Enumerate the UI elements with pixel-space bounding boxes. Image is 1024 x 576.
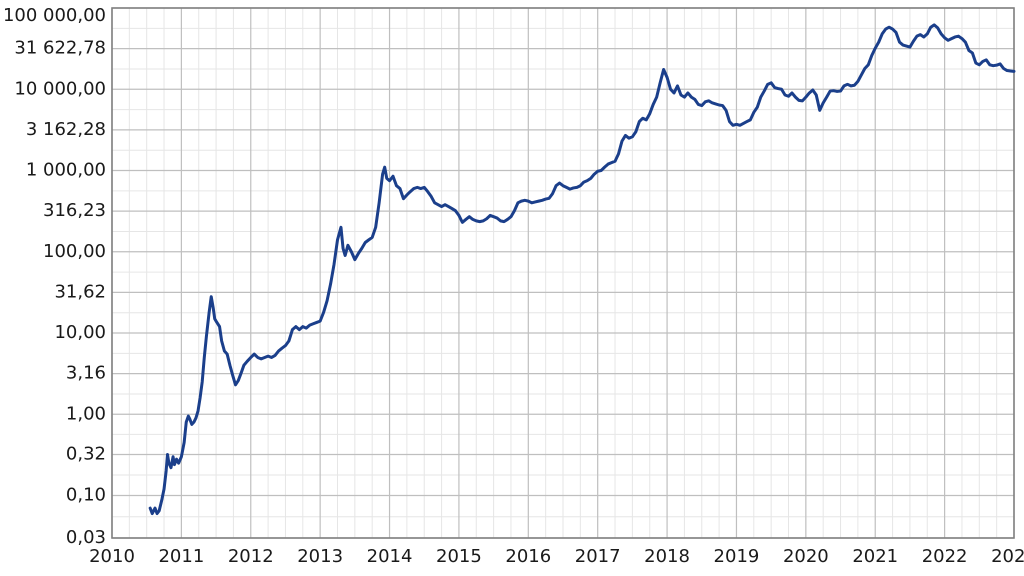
y-tick-label: 100 000,00 bbox=[3, 5, 106, 26]
y-tick-label: 0,32 bbox=[66, 443, 106, 464]
x-tick-label: 2014 bbox=[367, 546, 413, 567]
y-tick-label: 10 000,00 bbox=[14, 78, 106, 99]
x-tick-label: 2013 bbox=[297, 546, 343, 567]
x-tick-label: 2020 bbox=[783, 546, 829, 567]
x-tick-label: 2015 bbox=[436, 546, 482, 567]
x-tick-label: 2023 bbox=[991, 546, 1024, 567]
price-log-chart: 0,03 0,10 0,32 1,00 3,16 10,00 31,62 100,00 316,… bbox=[0, 0, 1024, 576]
x-tick-label: 2018 bbox=[644, 546, 690, 567]
x-tick-label: 2016 bbox=[505, 546, 551, 567]
y-tick-label: 100,00 bbox=[43, 241, 106, 262]
y-tick-label: 1,00 bbox=[66, 403, 106, 424]
y-tick-label: 0,10 bbox=[66, 485, 106, 506]
x-tick-label: 2017 bbox=[575, 546, 621, 567]
x-tick-label: 2022 bbox=[922, 546, 968, 567]
y-tick-label: 1 000,00 bbox=[26, 160, 106, 181]
x-tick-label: 2021 bbox=[852, 546, 898, 567]
y-tick-label: 316,23 bbox=[43, 200, 106, 221]
y-tick-label: 31,62 bbox=[54, 281, 106, 302]
y-tick-label: 3,16 bbox=[66, 363, 106, 384]
x-tick-label: 2012 bbox=[228, 546, 274, 567]
y-tick-label: 0,03 bbox=[66, 527, 106, 548]
y-tick-label: 10,00 bbox=[54, 322, 106, 343]
y-tick-label: 31 622,78 bbox=[14, 38, 106, 59]
x-tick-label: 2019 bbox=[714, 546, 760, 567]
y-tick-label: 3 162,28 bbox=[26, 119, 106, 140]
x-tick-label: 2011 bbox=[158, 546, 204, 567]
x-tick-label: 2010 bbox=[89, 546, 135, 567]
